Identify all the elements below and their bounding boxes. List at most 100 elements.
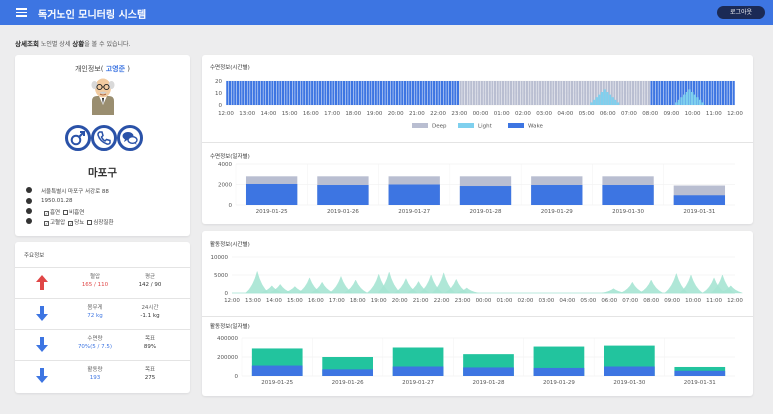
sleep-stage-bar bbox=[337, 81, 340, 105]
sleep-stage-bar bbox=[589, 81, 592, 105]
sleep-stage-bar bbox=[467, 81, 470, 105]
value-bar bbox=[674, 370, 726, 376]
x-tick-label: 10:00 bbox=[685, 111, 701, 117]
sleep-stage-bar bbox=[374, 81, 377, 105]
chat-button[interactable] bbox=[117, 125, 143, 151]
sleep-chart-card: 수면정보(시간별) 20 10 0 12:00 13:00 14:00 15:00 16:00… bbox=[202, 55, 753, 224]
x-tick-label: 07:00 bbox=[621, 111, 637, 117]
x-tick-label: 23:00 bbox=[451, 111, 467, 117]
call-button[interactable] bbox=[91, 125, 117, 151]
sleep-stage-bar bbox=[544, 81, 547, 105]
sleep-stage-bar bbox=[478, 81, 481, 105]
sleep-stage-bar bbox=[570, 81, 574, 105]
smoking-checkbox[interactable]: ✓ bbox=[44, 210, 49, 216]
sleep-stage-bar bbox=[711, 81, 714, 105]
sleep-stage-bar bbox=[727, 81, 730, 105]
x-tick-label: 11:00 bbox=[706, 111, 722, 117]
value-bar bbox=[673, 195, 726, 205]
x-tick-label: 01:00 bbox=[497, 298, 513, 304]
sleep-stage-bar bbox=[655, 81, 658, 105]
arrow-down-icon bbox=[36, 337, 48, 352]
sleep-stage-bar bbox=[340, 81, 343, 105]
metric-label: 혈압 bbox=[89, 274, 101, 280]
bullet-icon bbox=[26, 187, 32, 193]
district-label: 마포구 bbox=[88, 167, 117, 179]
sleep-stage-bar bbox=[300, 81, 303, 105]
sleep-stage-bar bbox=[523, 81, 526, 105]
sleep-stage-bar bbox=[353, 81, 356, 105]
reference-label: 평균 bbox=[144, 274, 156, 280]
sleep-stage-bar bbox=[273, 81, 277, 105]
sleep-stage-bar bbox=[342, 81, 346, 105]
x-tick-label: 2019-01-31 bbox=[684, 380, 716, 386]
breadcrumb-page: 상세조회 bbox=[15, 40, 39, 48]
sleep-stage-bar bbox=[621, 81, 624, 105]
sleep-stage-bar bbox=[284, 81, 287, 105]
x-tick-label: 13:00 bbox=[245, 298, 261, 304]
non-smoking-checkbox[interactable] bbox=[63, 209, 69, 215]
sleep-stage-bar bbox=[366, 81, 369, 105]
y-tick-label: 0 bbox=[229, 203, 233, 209]
sleep-stage-bar bbox=[488, 81, 491, 105]
sleep-stage-bar bbox=[313, 81, 316, 105]
x-tick-label: 04:00 bbox=[559, 298, 575, 304]
legend-label: Wake bbox=[528, 124, 543, 130]
y-tick-label: 10000 bbox=[211, 255, 229, 261]
y-tick-label: 5000 bbox=[214, 273, 228, 279]
address-row: 서울특별시 마포구 서강로 88 bbox=[26, 187, 109, 195]
y-tick-label: 4000 bbox=[218, 162, 232, 168]
x-tick-label: 2019-01-25 bbox=[256, 209, 288, 215]
sleep-stage-bar bbox=[618, 81, 621, 105]
x-tick-label: 04:00 bbox=[557, 111, 573, 117]
light-sleep-bar bbox=[592, 99, 596, 105]
sleep-stage-bar bbox=[350, 81, 353, 105]
divider bbox=[202, 316, 753, 317]
sleep-stage-bar bbox=[634, 81, 637, 105]
reference-label: 24시간 bbox=[141, 305, 159, 311]
metric-label: 몸무게 bbox=[87, 305, 103, 311]
diabetes-checkbox[interactable]: ✓ bbox=[68, 220, 74, 226]
x-tick-label: 16:00 bbox=[308, 298, 324, 304]
sleep-stage-bar bbox=[406, 81, 409, 105]
y-tick-label: 400000 bbox=[217, 336, 238, 342]
activity-daily-title: 활동정보(일자별) bbox=[210, 324, 250, 330]
light-sleep-bar bbox=[696, 97, 699, 105]
sleep-stage-bar bbox=[496, 81, 499, 105]
hypertension-checkbox[interactable]: ✓ bbox=[44, 220, 49, 226]
reference-value: 275 bbox=[144, 375, 156, 381]
sleep-stage-bar bbox=[637, 81, 640, 105]
y-tick-label: 2000 bbox=[218, 183, 232, 189]
sleep-stage-bar bbox=[597, 81, 600, 105]
sleep-stage-bar bbox=[661, 81, 664, 105]
smoking-row: ✓ 흡연 비흡연 bbox=[26, 208, 84, 216]
sleep-stage-bar bbox=[425, 81, 428, 105]
activity-peak-area bbox=[719, 285, 743, 294]
sleep-stage-bar bbox=[608, 81, 611, 105]
sleep-stage-bar bbox=[451, 81, 454, 105]
light-sleep-bar bbox=[683, 94, 686, 105]
gender-male-button[interactable] bbox=[65, 125, 91, 151]
light-sleep-bar bbox=[614, 99, 617, 105]
sleep-stage-bar bbox=[581, 81, 584, 105]
sleep-stage-bar bbox=[565, 81, 568, 105]
x-tick-label: 19:00 bbox=[371, 298, 387, 304]
phone-icon bbox=[97, 131, 111, 145]
x-tick-label: 12:00 bbox=[224, 298, 240, 304]
menu-icon[interactable] bbox=[16, 8, 27, 17]
sleep-stage-bar bbox=[512, 81, 515, 105]
logout-button[interactable]: 로그아웃 bbox=[717, 6, 765, 19]
x-tick-label: 2019-01-27 bbox=[402, 380, 434, 386]
heart-disease-checkbox[interactable] bbox=[87, 219, 93, 225]
sleep-stage-bar bbox=[414, 81, 417, 105]
sleep-stage-bar bbox=[499, 81, 502, 105]
x-tick-label: 21:00 bbox=[409, 111, 425, 117]
sleep-stage-bar bbox=[459, 81, 462, 105]
sleep-stage-bar bbox=[258, 81, 261, 105]
profile-title: 개인정보( 고영준 ) bbox=[15, 64, 190, 74]
y-tick-label: 20 bbox=[215, 79, 222, 85]
sleep-stage-bar bbox=[380, 81, 383, 105]
profile-title-prefix: 개인정보( bbox=[74, 65, 106, 73]
x-tick-label: 03:00 bbox=[536, 111, 552, 117]
light-sleep-bar bbox=[675, 102, 678, 105]
sleep-stage-bar bbox=[377, 81, 380, 105]
